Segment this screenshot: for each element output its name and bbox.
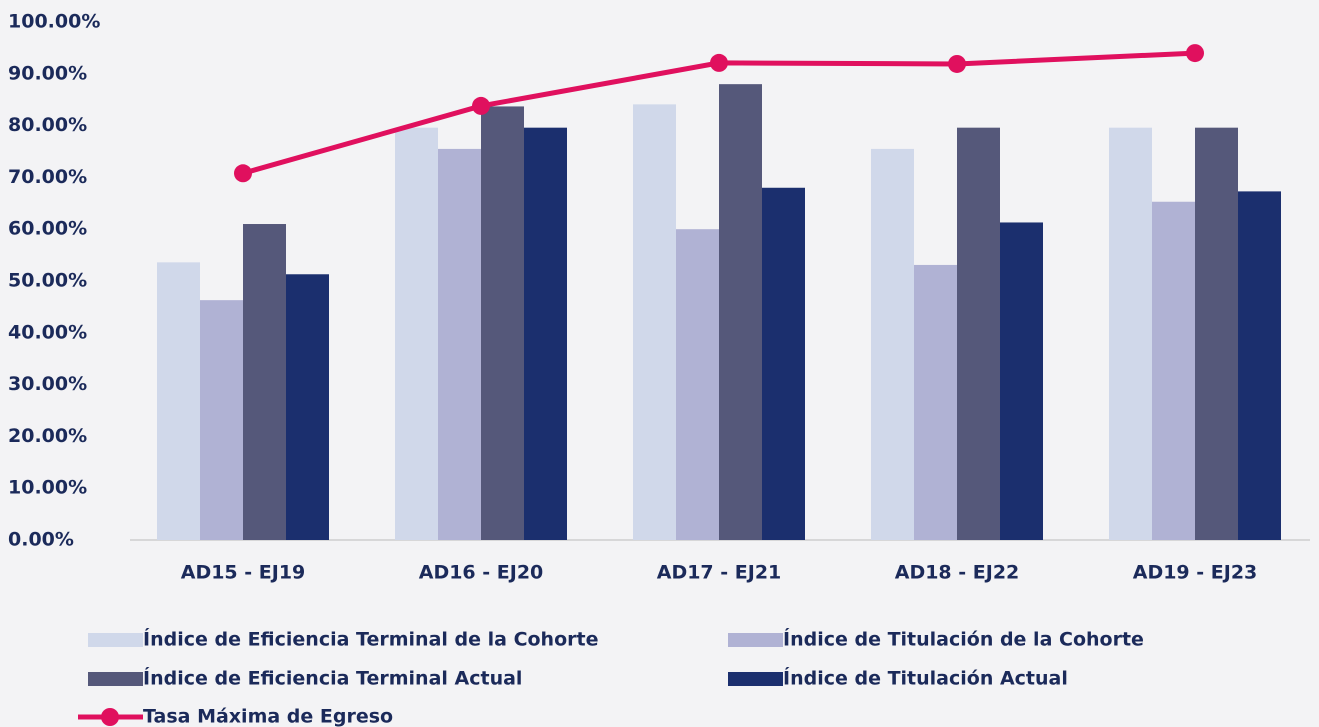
- bar: [1109, 127, 1152, 540]
- bar: [1238, 191, 1281, 541]
- bar: [633, 104, 676, 540]
- legend-label: Tasa Máxima de Egreso: [143, 706, 393, 727]
- bar: [395, 127, 438, 540]
- bar: [1000, 222, 1043, 540]
- marker: [948, 54, 966, 73]
- x-tick-label: AD17 - EJ21: [657, 562, 782, 584]
- bar: [957, 127, 1000, 540]
- bar: [871, 148, 914, 540]
- bar: [1195, 127, 1238, 540]
- x-tick-label: AD18 - EJ22: [895, 562, 1020, 584]
- legend-swatch: [728, 672, 783, 686]
- y-tick-label: 100.00%: [8, 11, 100, 33]
- marker: [472, 96, 490, 115]
- legend-label: Índice de Eficiencia Terminal de la Coho…: [143, 628, 598, 651]
- y-tick-label: 10.00%: [8, 477, 87, 499]
- bar: [914, 264, 957, 540]
- bar: [719, 84, 762, 540]
- legend-label: Índice de Eficiencia Terminal Actual: [143, 667, 522, 690]
- bar: [286, 274, 329, 540]
- bar: [481, 106, 524, 541]
- y-tick-label: 40.00%: [8, 321, 87, 343]
- y-tick-label: 90.00%: [8, 62, 87, 84]
- legend-swatch: [728, 633, 783, 647]
- bar: [200, 300, 243, 540]
- bar: [438, 148, 481, 540]
- x-tick-label: AD19 - EJ23: [1133, 562, 1258, 584]
- y-tick-label: 30.00%: [8, 373, 87, 395]
- y-tick-label: 70.00%: [8, 166, 87, 188]
- y-tick-label: 20.00%: [8, 425, 87, 447]
- legend-swatch: [88, 672, 143, 686]
- x-tick-label: AD15 - EJ19: [181, 562, 306, 584]
- y-tick-label: 80.00%: [8, 114, 87, 136]
- bar: [524, 127, 567, 540]
- legend-marker: [101, 708, 119, 726]
- bar: [762, 187, 805, 540]
- marker: [1186, 44, 1204, 63]
- x-tick-label: AD16 - EJ20: [419, 562, 544, 584]
- y-tick-label: 50.00%: [8, 270, 87, 292]
- bar: [1152, 201, 1195, 540]
- marker: [234, 164, 252, 183]
- marker: [710, 53, 728, 72]
- legend-label: Índice de Titulación Actual: [783, 667, 1068, 690]
- bar: [676, 229, 719, 540]
- y-tick-label: 60.00%: [8, 218, 87, 240]
- y-tick-label: 0.00%: [8, 529, 74, 551]
- legend-swatch: [88, 633, 143, 647]
- bar: [243, 224, 286, 540]
- legend-label: Índice de Titulación de la Cohorte: [783, 628, 1144, 651]
- bar: [157, 262, 200, 540]
